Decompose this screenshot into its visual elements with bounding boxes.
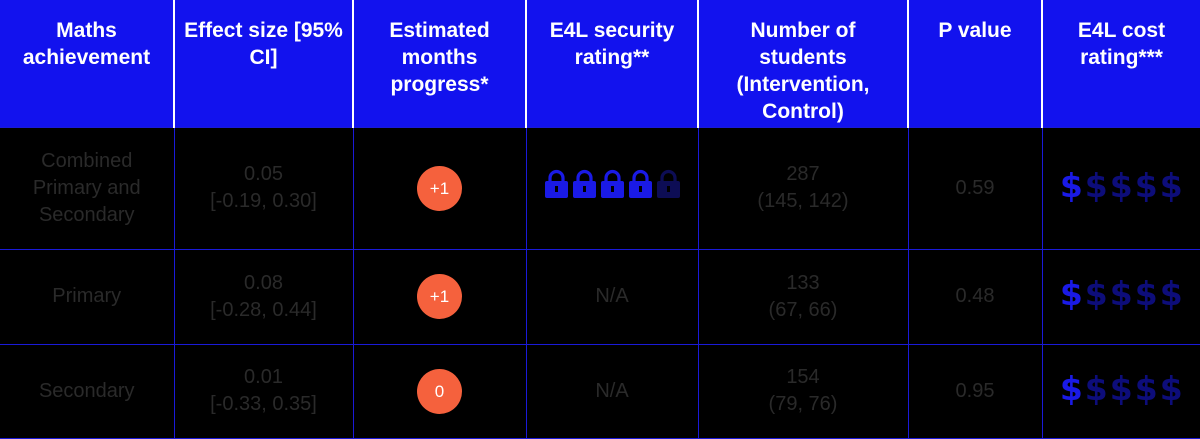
header-effect-size: Effect size [95% CI]	[173, 0, 353, 127]
cost-rating-dollars: $ $ $ $ $	[1059, 368, 1183, 408]
effect-size: 0.05	[244, 163, 283, 186]
dollar-icon: $	[1109, 165, 1133, 205]
effect-size-cell: 0.01 [-0.33, 0.35]	[173, 343, 354, 439]
students-cell: 133 (67, 66)	[697, 249, 909, 345]
confidence-interval: [-0.33, 0.35]	[210, 393, 317, 416]
table-row: Combined Primary and Secondary 0.05 [-0.…	[0, 126, 1200, 251]
security-rating-padlocks	[544, 169, 681, 199]
dollar-icon: $	[1159, 274, 1183, 314]
dollar-icon: $	[1109, 274, 1133, 314]
confidence-interval: [-0.19, 0.30]	[210, 190, 317, 213]
dollar-icon: $	[1084, 368, 1108, 408]
dollar-icon: $	[1084, 274, 1108, 314]
dollar-icon: $	[1134, 165, 1158, 205]
row-label: Secondary	[0, 343, 175, 439]
p-value: 0.48	[907, 249, 1043, 345]
padlock-icon	[628, 169, 653, 199]
students-total: 287	[786, 163, 820, 186]
header-row: Maths achievement Effect size [95% CI] E…	[0, 0, 1200, 127]
effect-size: 0.01	[244, 366, 283, 389]
table-row: Primary 0.08 [-0.28, 0.44] +1 N/A 133 (6…	[0, 249, 1200, 345]
security-rating: N/A	[525, 343, 699, 439]
p-value: 0.95	[907, 343, 1043, 439]
cost-rating-dollars: $ $ $ $ $	[1059, 274, 1183, 314]
dollar-icon: $	[1059, 274, 1083, 314]
padlock-icon	[544, 169, 569, 199]
months-progress-badge: 0	[417, 368, 462, 414]
months-cell: +1	[352, 126, 527, 251]
cost-cell: $ $ $ $ $	[1041, 343, 1200, 439]
students-cell: 287 (145, 142)	[697, 126, 909, 251]
padlock-icon	[656, 169, 681, 199]
dollar-icon: $	[1159, 165, 1183, 205]
cost-rating-dollars: $ $ $ $ $	[1059, 165, 1183, 205]
months-progress-badge: +1	[417, 274, 462, 320]
dollar-icon: $	[1084, 165, 1108, 205]
students-cell: 154 (79, 76)	[697, 343, 909, 439]
header-number-of-students: Number of students (Intervention, Contro…	[697, 0, 908, 127]
header-p-value: P value	[907, 0, 1042, 127]
dollar-icon: $	[1109, 368, 1133, 408]
effect-size-cell: 0.05 [-0.19, 0.30]	[173, 126, 354, 251]
p-value: 0.59	[907, 126, 1043, 251]
students-total: 154	[786, 366, 820, 389]
security-cell	[525, 126, 699, 251]
dollar-icon: $	[1134, 368, 1158, 408]
table-row: Secondary 0.01 [-0.33, 0.35] 0 N/A 154 (…	[0, 343, 1200, 439]
header-maths-achievement: Maths achievement	[0, 0, 174, 127]
effect-size: 0.08	[244, 271, 283, 294]
confidence-interval: [-0.28, 0.44]	[210, 298, 317, 321]
header-cost-rating: E4L cost rating***	[1041, 0, 1200, 127]
students-split: (145, 142)	[757, 190, 849, 213]
dollar-icon: $	[1159, 368, 1183, 408]
students-split: (67, 66)	[768, 298, 838, 321]
padlock-icon	[572, 169, 597, 199]
header-months-progress: Estimated months progress*	[352, 0, 526, 127]
effect-size-cell: 0.08 [-0.28, 0.44]	[173, 249, 354, 345]
row-label: Combined Primary and Secondary	[0, 126, 175, 251]
cost-cell: $ $ $ $ $	[1041, 249, 1200, 345]
cost-cell: $ $ $ $ $	[1041, 126, 1200, 251]
months-progress-badge: +1	[417, 165, 462, 211]
security-rating: N/A	[525, 249, 699, 345]
months-cell: 0	[352, 343, 527, 439]
months-cell: +1	[352, 249, 527, 345]
header-security-rating: E4L security rating**	[525, 0, 698, 127]
dollar-icon: $	[1059, 368, 1083, 408]
padlock-icon	[600, 169, 625, 199]
students-total: 133	[786, 271, 820, 294]
students-split: (79, 76)	[768, 393, 838, 416]
row-label: Primary	[0, 249, 175, 345]
dollar-icon: $	[1134, 274, 1158, 314]
dollar-icon: $	[1059, 165, 1083, 205]
